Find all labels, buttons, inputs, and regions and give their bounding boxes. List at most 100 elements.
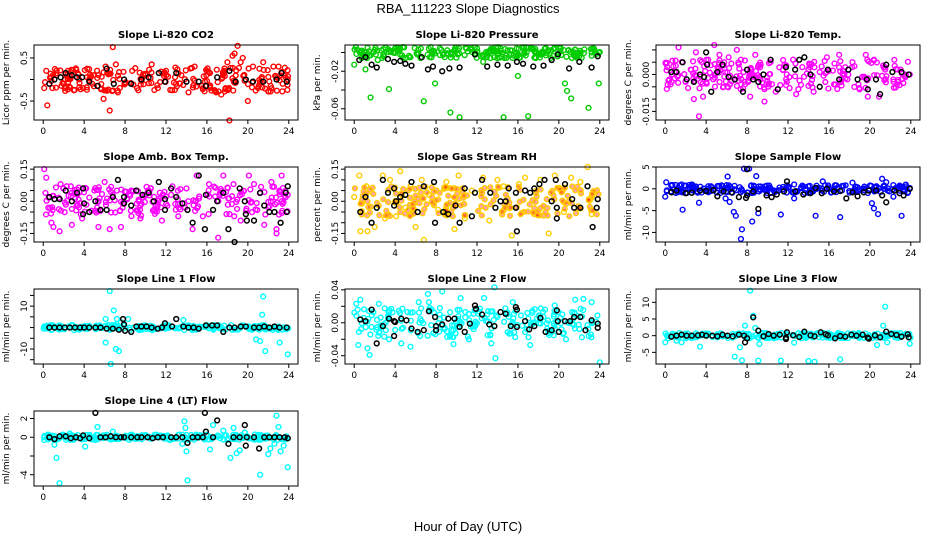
data-point — [43, 174, 50, 181]
x-tick-label: 12 — [160, 371, 171, 381]
data-point — [494, 51, 501, 58]
data-point — [53, 454, 60, 461]
data-point-highlight — [431, 219, 439, 226]
data-point — [780, 57, 787, 64]
data-point-highlight — [390, 185, 398, 192]
data-point — [227, 64, 234, 72]
data-point — [589, 190, 596, 198]
data-point-highlight — [220, 189, 227, 196]
panel-title: Slope Line 4 (LT) Flow — [104, 396, 227, 407]
data-point — [130, 188, 137, 195]
x-tick-label: 20 — [242, 493, 254, 503]
data-point-highlight — [195, 172, 202, 179]
data-point — [785, 183, 793, 191]
data-point — [765, 81, 772, 88]
x-tick-label: 0 — [40, 127, 46, 137]
data-point — [262, 85, 269, 92]
data-point — [800, 73, 808, 80]
x-tick-label: 0 — [40, 371, 46, 381]
data-point-highlight — [173, 193, 180, 201]
data-point — [436, 189, 443, 197]
data-point-highlight — [768, 193, 775, 201]
data-point — [768, 81, 776, 88]
data-point — [568, 95, 575, 102]
data-point — [204, 68, 211, 75]
data-point-highlight — [281, 434, 288, 441]
data-point — [588, 49, 595, 56]
data-point-highlight — [589, 223, 596, 231]
data-point — [669, 57, 676, 64]
data-point — [106, 226, 113, 233]
data-point — [117, 223, 125, 231]
data-point — [525, 113, 532, 120]
data-point — [498, 208, 506, 215]
data-point — [662, 59, 669, 66]
data-point-highlight — [148, 324, 155, 331]
data-point — [838, 82, 845, 89]
data-point — [245, 65, 252, 72]
data-point-highlight — [110, 80, 117, 87]
panel-4: Slope Amb. Box Temp. degrees C per min. 0 4… — [2, 152, 299, 259]
data-point-highlight — [702, 187, 710, 195]
data-point-highlight — [494, 61, 501, 68]
data-point — [351, 185, 358, 192]
data-point — [732, 212, 739, 219]
data-point-highlight — [860, 189, 867, 196]
data-point-highlight — [368, 306, 375, 313]
data-point — [481, 294, 488, 302]
data-point — [741, 57, 748, 64]
data-point — [839, 67, 847, 75]
data-point — [124, 195, 131, 202]
x-tick-label: 16 — [201, 249, 213, 259]
data-point — [882, 79, 889, 86]
x-axis-label: Hour of Day (UTC) — [414, 519, 522, 534]
data-point — [183, 448, 190, 455]
data-point — [800, 183, 807, 190]
data-point — [882, 76, 889, 83]
data-point — [447, 54, 454, 61]
data-point-highlight — [731, 76, 738, 83]
data-point — [183, 185, 190, 192]
data-point — [244, 97, 251, 105]
data-point — [504, 329, 511, 336]
data-point — [532, 198, 539, 206]
data-point-highlight — [120, 193, 128, 201]
data-point — [43, 67, 50, 74]
data-point-highlight — [863, 76, 870, 83]
data-point — [545, 230, 552, 237]
data-point — [560, 46, 567, 54]
data-point — [230, 181, 237, 188]
data-point — [230, 424, 237, 431]
data-point-highlight — [439, 321, 446, 328]
data-point — [690, 95, 697, 103]
x-tick-label: 4 — [81, 371, 87, 381]
data-point — [747, 93, 754, 100]
data-point — [873, 59, 880, 66]
data-point — [725, 54, 732, 61]
data-point — [898, 212, 905, 219]
x-tick-label: 4 — [81, 493, 87, 503]
data-point — [502, 191, 510, 198]
data-point — [71, 189, 78, 196]
data-point-highlight — [801, 328, 808, 335]
data-point — [279, 88, 286, 95]
x-tick-label: 20 — [553, 371, 565, 381]
data-point — [108, 209, 115, 216]
data-point-highlight — [773, 191, 780, 198]
data-point — [461, 52, 468, 59]
data-point — [558, 51, 565, 59]
data-point-highlight — [865, 187, 872, 194]
data-point — [354, 306, 361, 313]
data-point — [679, 206, 686, 213]
data-point — [483, 54, 490, 61]
data-point-highlight — [750, 314, 757, 321]
data-point — [391, 49, 398, 57]
data-point-highlight — [904, 331, 911, 338]
data-point — [110, 76, 117, 84]
data-point — [275, 63, 282, 70]
x-tick-label: 8 — [433, 249, 439, 259]
panel-7: Slope Line 1 Flow ml/min per min. 0 4 8 12 16 2… — [2, 274, 299, 381]
data-point — [227, 454, 234, 461]
data-point — [189, 226, 196, 233]
y-tick-label: 0 — [642, 186, 652, 192]
